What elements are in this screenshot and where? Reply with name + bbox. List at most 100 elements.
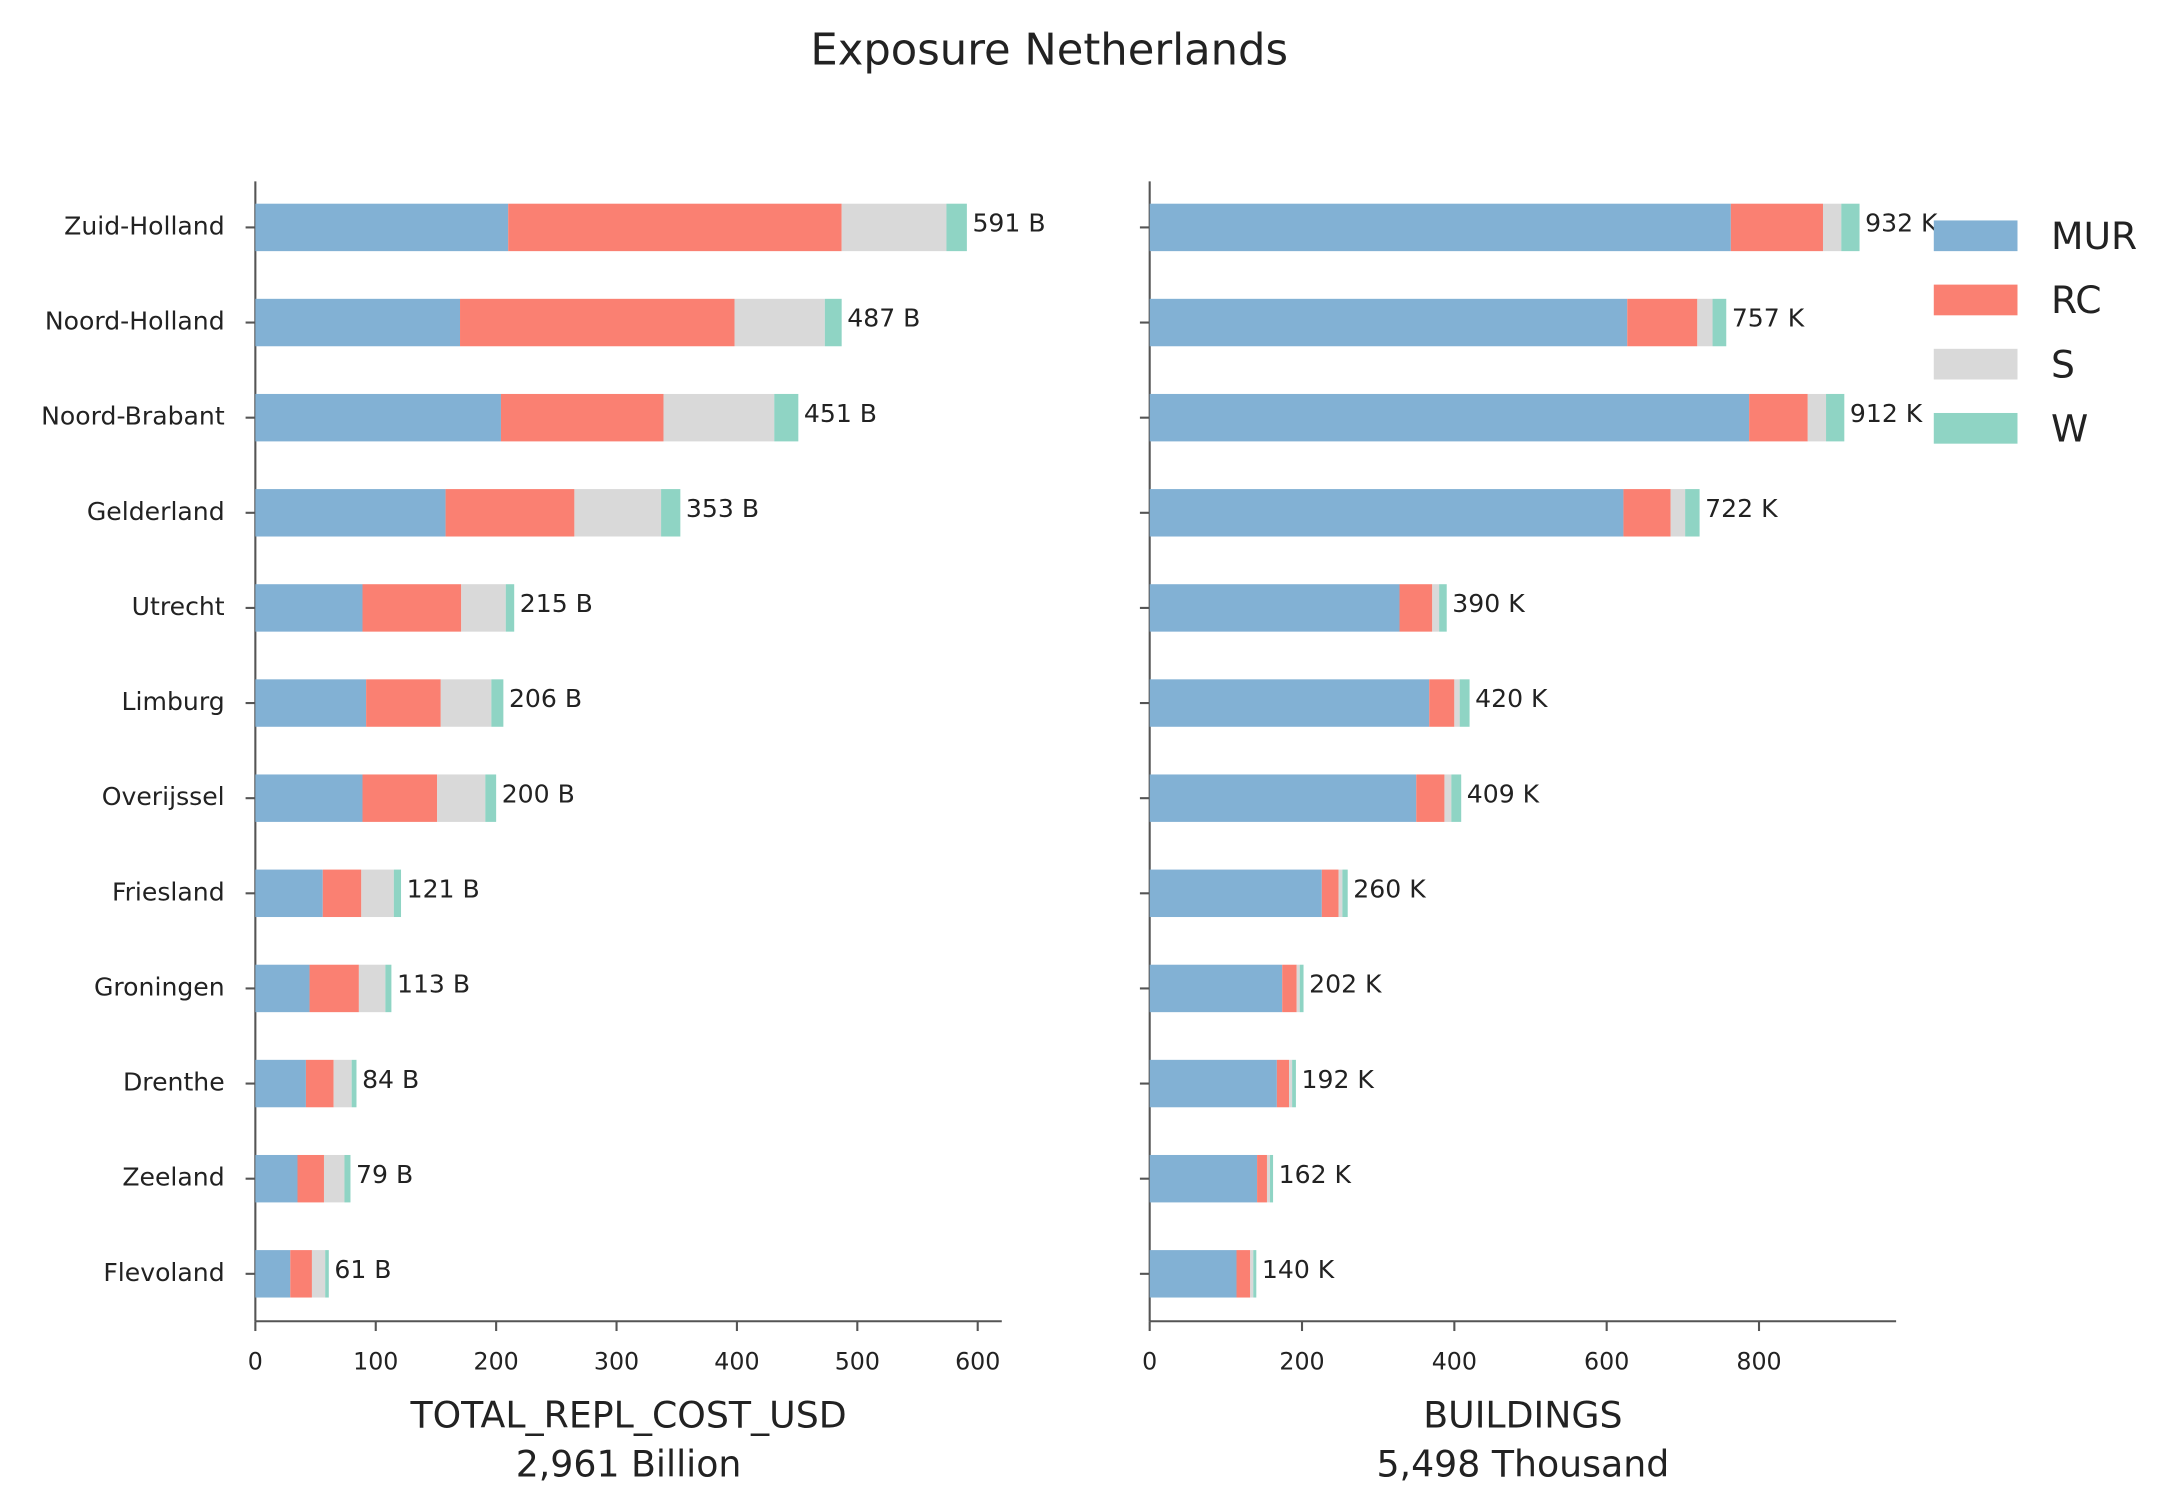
bar-segment	[333, 1059, 352, 1108]
bar-segment	[311, 1250, 326, 1298]
y-tick-label: Flevoland	[103, 1258, 224, 1287]
x-tick-label: 100	[353, 1348, 398, 1376]
bar-segment	[1730, 203, 1823, 252]
bar-segment	[361, 869, 394, 918]
bar-segment	[255, 679, 367, 727]
bar-segment	[1454, 679, 1460, 727]
value-label: 353 B	[686, 494, 759, 523]
value-label: 61 B	[334, 1255, 391, 1284]
y-tick-label: Zeeland	[122, 1163, 224, 1192]
bar-segment	[734, 298, 825, 347]
bar-segment	[255, 489, 446, 537]
bar-segment	[1253, 1250, 1257, 1298]
bar-segment	[1416, 774, 1445, 822]
y-tick-label: Noord-Holland	[45, 307, 225, 336]
bar-segment	[297, 1154, 324, 1203]
x-axis-label: BUILDINGS	[1423, 1394, 1622, 1437]
bar-segment	[325, 1250, 329, 1298]
bar-segment	[344, 1154, 351, 1203]
bar-segment	[1429, 679, 1455, 727]
bar-segment	[1685, 489, 1700, 537]
figure-title: Exposure Netherlands	[810, 26, 1288, 76]
bar-segment	[1296, 964, 1300, 1013]
value-label: 487 B	[847, 304, 920, 333]
x-axis-note: 2,961 Billion	[516, 1442, 742, 1485]
bar-segment	[1697, 298, 1713, 347]
bar-segment	[1321, 869, 1339, 918]
bar-segment	[1432, 584, 1440, 632]
x-axis-label: TOTAL_REPL_COST_USD	[409, 1394, 846, 1437]
bar-segment	[393, 869, 402, 918]
value-label: 757 K	[1732, 304, 1805, 333]
bar-segment	[1289, 1059, 1293, 1108]
bar-segment	[385, 964, 392, 1013]
bar-segment	[255, 1059, 306, 1108]
bar-segment	[1149, 774, 1417, 822]
bar-segment	[1338, 869, 1343, 918]
bar-segment	[1749, 393, 1808, 442]
bar-segment	[661, 489, 681, 537]
value-label: 206 B	[509, 684, 582, 713]
y-tick-label: Noord-Brabant	[41, 402, 225, 431]
legend-swatch	[1933, 284, 2018, 316]
x-tick-label: 600	[955, 1348, 1000, 1376]
bar-segment	[663, 393, 775, 442]
bar-segment	[1399, 584, 1433, 632]
value-label: 932 K	[1865, 209, 1938, 238]
bar-segment	[323, 1154, 345, 1203]
bar-segment	[1149, 964, 1283, 1013]
bar-segment	[1299, 964, 1304, 1013]
bar-segment	[255, 298, 461, 347]
bar-segment	[1149, 869, 1322, 918]
bar-segment	[574, 489, 662, 537]
x-tick-label: 0	[1142, 1348, 1157, 1376]
y-tick-label: Friesland	[112, 877, 225, 906]
x-tick-label: 800	[1736, 1348, 1781, 1376]
value-label: 200 B	[502, 779, 575, 808]
y-tick-label: Drenthe	[123, 1068, 225, 1097]
legend-label: MUR	[2051, 214, 2137, 258]
value-label: 113 B	[397, 970, 470, 999]
value-label: 260 K	[1353, 875, 1426, 904]
bar-segment	[485, 774, 497, 822]
bar-segment	[1841, 203, 1860, 252]
x-tick-label: 200	[474, 1348, 519, 1376]
bar-segment	[1807, 393, 1827, 442]
value-label: 451 B	[804, 399, 877, 428]
bar-segment	[1282, 964, 1297, 1013]
bar-segment	[1822, 203, 1842, 252]
bar-segment	[461, 584, 506, 632]
value-label: 215 B	[520, 589, 593, 618]
bar-segment	[362, 774, 438, 822]
bar-segment	[1276, 1059, 1290, 1108]
x-tick-label: 600	[1584, 1348, 1629, 1376]
bar-segment	[1627, 298, 1698, 347]
bar-segment	[508, 203, 842, 252]
bar-segment	[1712, 298, 1727, 347]
bar-segment	[1270, 1154, 1274, 1203]
x-tick-label: 200	[1279, 1348, 1324, 1376]
value-label: 140 K	[1262, 1255, 1335, 1284]
value-label: 390 K	[1452, 589, 1525, 618]
bar-segment	[255, 393, 501, 442]
value-label: 84 B	[362, 1065, 419, 1094]
bar-segment	[366, 679, 441, 727]
bar-segment	[1670, 489, 1686, 537]
bar-segment	[1257, 1154, 1267, 1203]
bar-segment	[440, 679, 492, 727]
value-label: 192 K	[1301, 1065, 1374, 1094]
bar-segment	[1149, 1250, 1237, 1298]
legend-swatch	[1933, 348, 2018, 380]
bar-segment	[1149, 584, 1400, 632]
value-label: 202 K	[1309, 970, 1382, 999]
legend-label: RC	[2051, 278, 2102, 322]
y-tick-label: Overijssel	[102, 782, 225, 811]
bar-segment	[255, 584, 363, 632]
value-label: 912 K	[1850, 399, 1923, 428]
bar-segment	[255, 774, 363, 822]
bar-segment	[1292, 1059, 1296, 1108]
bar-segment	[1444, 774, 1452, 822]
bar-segment	[1459, 679, 1470, 727]
bar-segment	[774, 393, 799, 442]
value-label: 79 B	[356, 1160, 413, 1189]
